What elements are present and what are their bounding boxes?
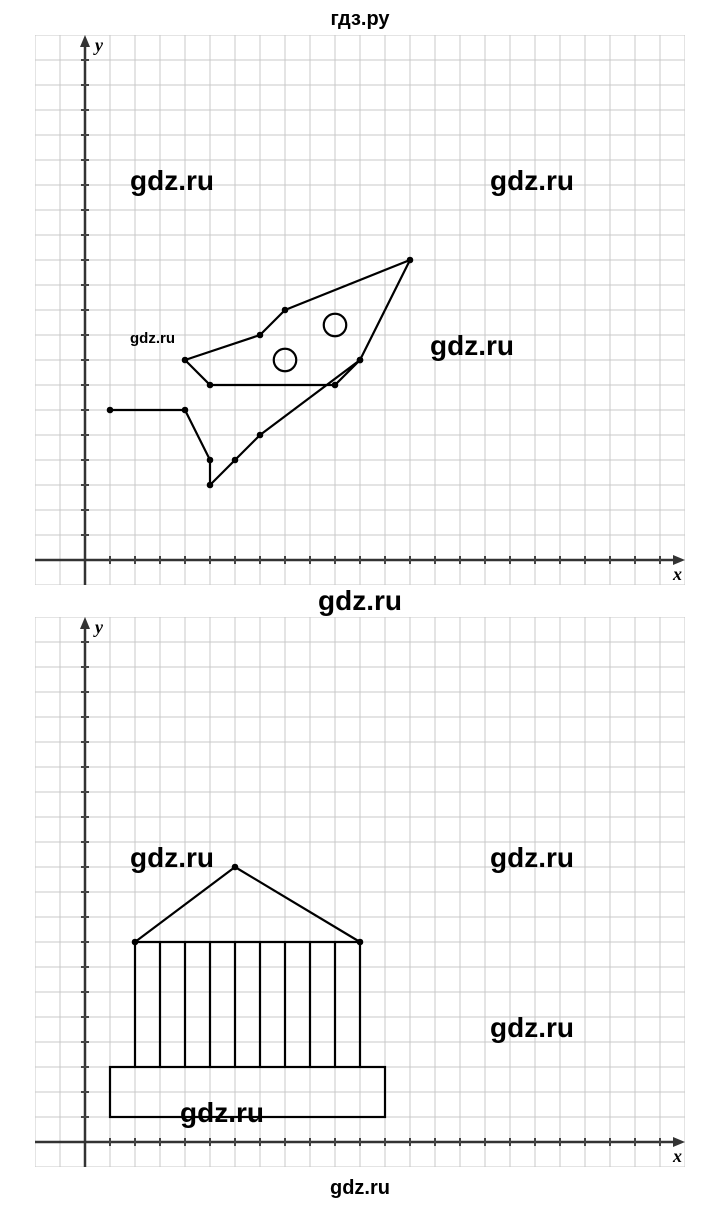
- x-axis-label: x: [672, 1146, 682, 1166]
- grid-2: xy: [35, 617, 685, 1167]
- y-axis-label: y: [93, 35, 104, 55]
- grid-1: xy: [35, 35, 685, 585]
- y-axis-label: y: [93, 617, 104, 637]
- x-axis-label: x: [672, 564, 682, 584]
- watermark-mid: gdz.ru: [0, 585, 720, 617]
- page-header: гдз.ру: [0, 0, 720, 35]
- chart-building: xygdz.rugdz.rugdz.rugdz.ru: [35, 617, 685, 1167]
- page: гдз.ру xygdz.rugdz.rugdz.rugdz.ru gdz.ru…: [0, 0, 720, 1210]
- page-footer: gdz.ru: [0, 1167, 720, 1210]
- chart-rocket: xygdz.rugdz.rugdz.rugdz.ru: [35, 35, 685, 585]
